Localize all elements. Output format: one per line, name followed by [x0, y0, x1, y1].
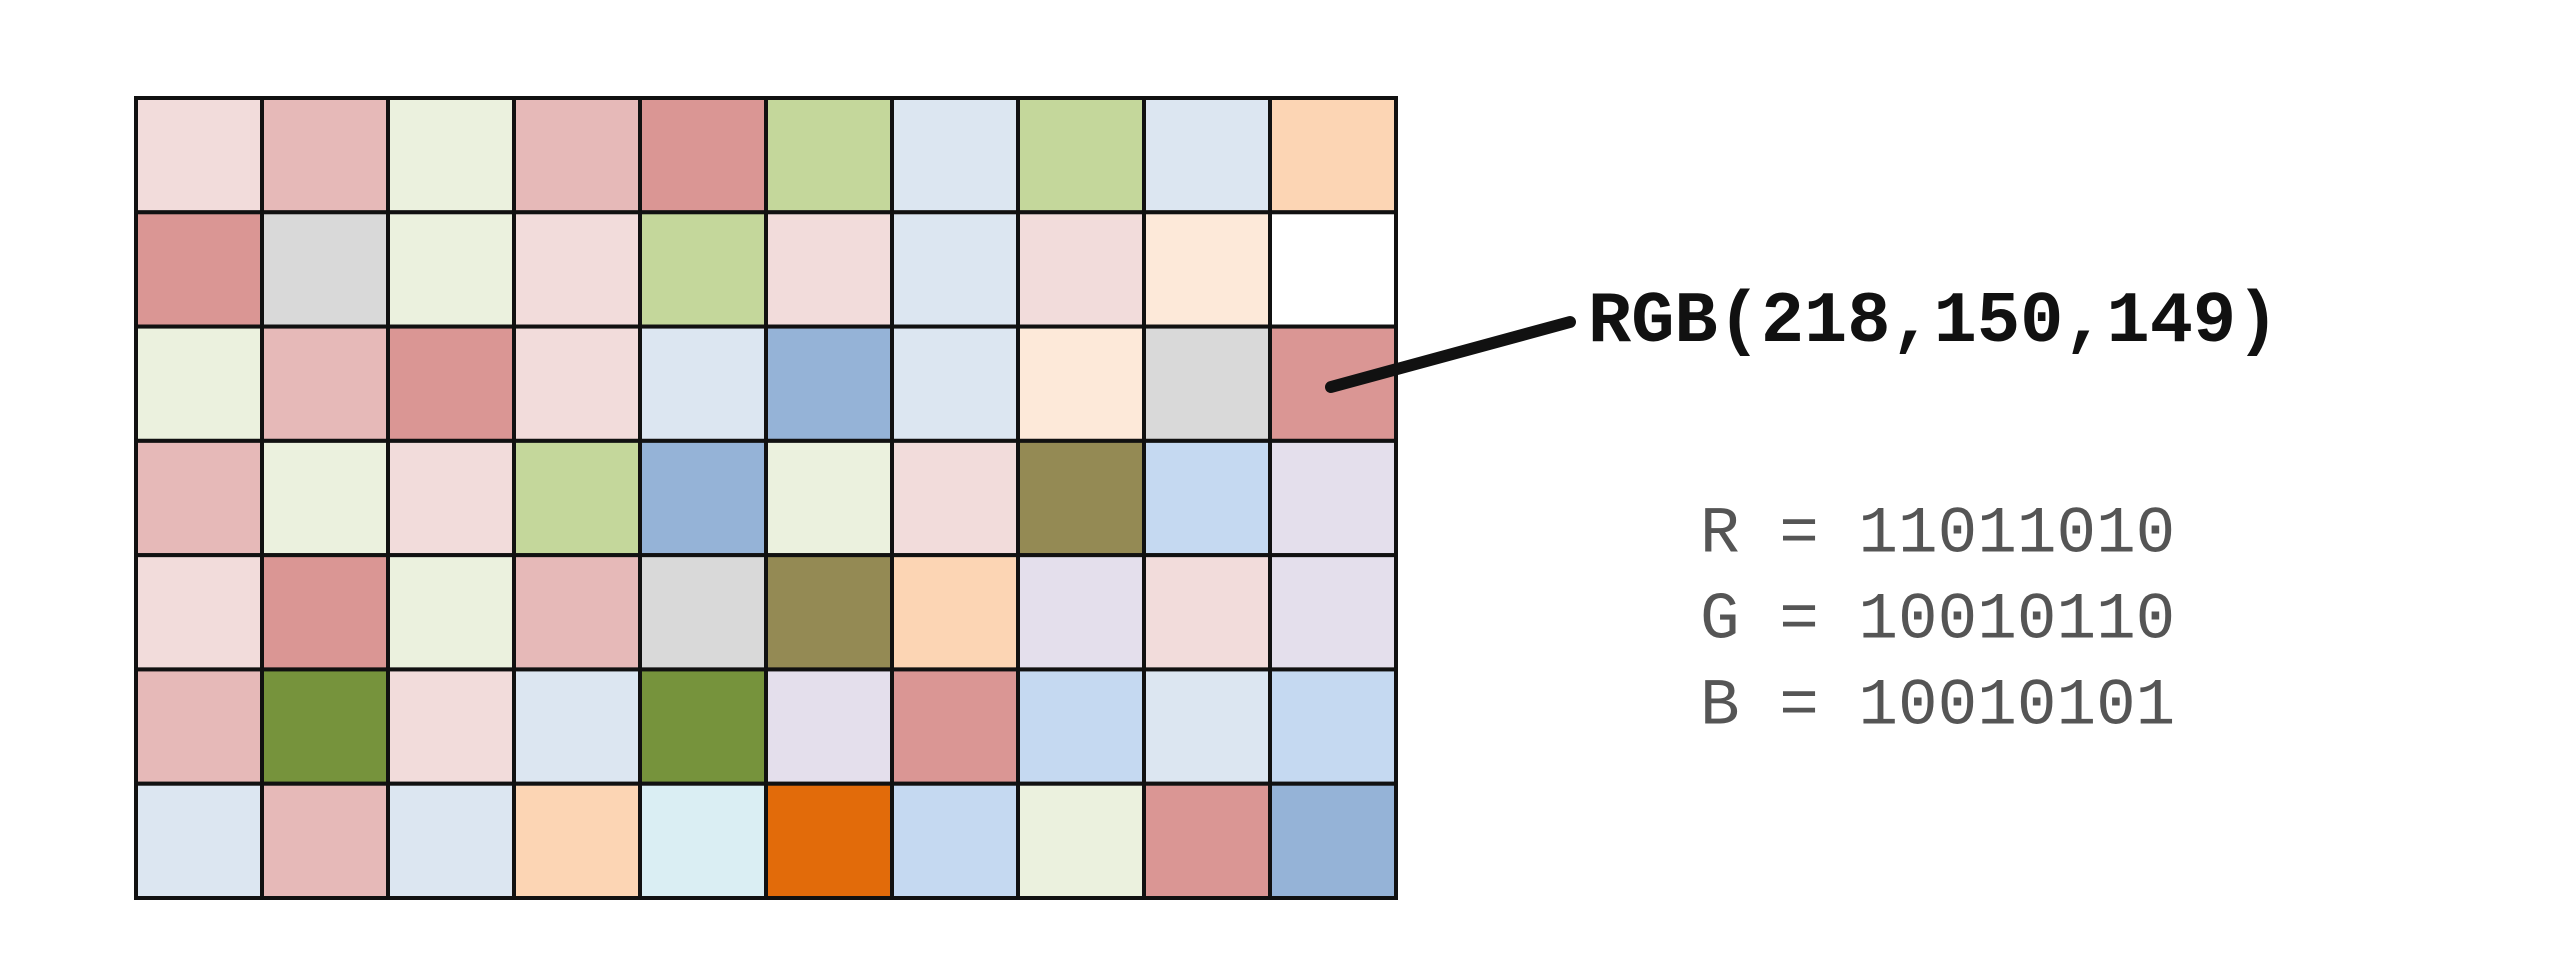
pixel [260, 553, 390, 672]
pixel [134, 553, 264, 672]
pixel [386, 324, 516, 443]
pixel [512, 210, 642, 329]
pixel [386, 210, 516, 329]
binary-g: G = 10010110 [1700, 582, 2175, 657]
pixel [386, 438, 516, 558]
pixel [1268, 438, 1398, 558]
pixel [134, 438, 264, 558]
pixel [764, 96, 894, 215]
pixel [1268, 553, 1398, 672]
pixel [386, 781, 516, 901]
pixel [1142, 324, 1272, 443]
pixel [1268, 781, 1398, 901]
pixel [764, 438, 894, 558]
pixel [1016, 781, 1146, 901]
pixel [1142, 210, 1272, 329]
pointer-line [1325, 316, 1576, 393]
pixel [512, 781, 642, 901]
pixel [764, 781, 894, 901]
pixel [260, 438, 390, 558]
pixel [1268, 667, 1398, 786]
pixel [1016, 96, 1146, 215]
pixel [764, 210, 894, 329]
binary-b: B = 10010101 [1700, 668, 2175, 743]
pixel [1142, 553, 1272, 672]
rgb-callout: RGB(218,150,149) [1588, 281, 2279, 363]
pixel [1016, 324, 1146, 443]
binary-r: R = 11011010 [1700, 496, 2175, 571]
pixel [260, 324, 390, 443]
pixel [1142, 781, 1272, 901]
pixel [1016, 553, 1146, 672]
pixel [890, 667, 1020, 786]
pixel [1268, 210, 1398, 329]
pixel [764, 553, 894, 672]
pixel [512, 96, 642, 215]
pixel [1142, 667, 1272, 786]
pixel [134, 96, 264, 215]
pixel [512, 553, 642, 672]
pixel [764, 667, 894, 786]
pixel [134, 667, 264, 786]
pixel [890, 96, 1020, 215]
pixel [1142, 438, 1272, 558]
pixel [638, 667, 768, 786]
pixel [638, 553, 768, 672]
pixel [260, 96, 390, 215]
pixel [638, 210, 768, 329]
pixel [1016, 667, 1146, 786]
pixel [638, 438, 768, 558]
pixel [386, 96, 516, 215]
pixel [386, 667, 516, 786]
pixel [386, 553, 516, 672]
pixel [260, 667, 390, 786]
pixel [890, 781, 1020, 901]
pixel [512, 324, 642, 443]
pixel [890, 553, 1020, 672]
pixel [638, 96, 768, 215]
pixel [1016, 210, 1146, 329]
pixel [890, 324, 1020, 443]
pixel [890, 438, 1020, 558]
pixel [1142, 96, 1272, 215]
pixel [260, 210, 390, 329]
pixel [134, 324, 264, 443]
pixel [638, 324, 768, 443]
pixel [638, 781, 768, 901]
pixel [1016, 438, 1146, 558]
pixel [134, 781, 264, 901]
pixel-grid [134, 96, 1398, 901]
pixel [1268, 96, 1398, 215]
pixel [512, 667, 642, 786]
pixel [134, 210, 264, 329]
pixel [512, 438, 642, 558]
pixel [890, 210, 1020, 329]
pixel [260, 781, 390, 901]
pixel [764, 324, 894, 443]
